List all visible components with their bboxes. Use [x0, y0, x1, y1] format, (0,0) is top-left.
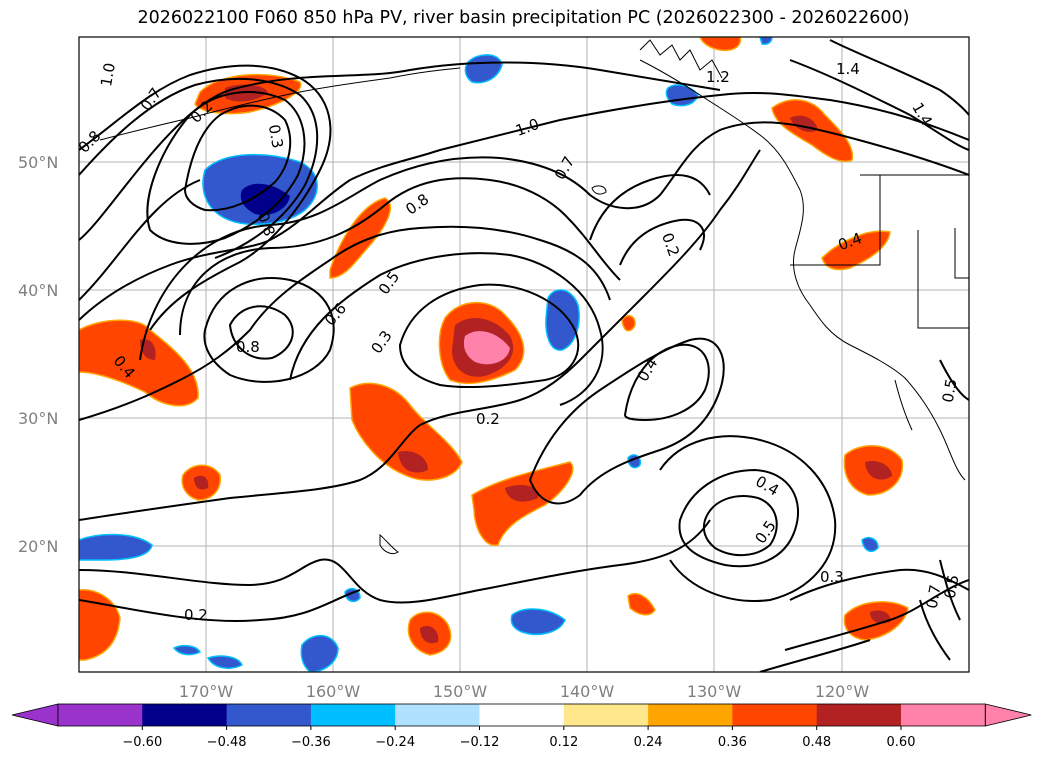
contour-label: 1.2: [706, 68, 730, 86]
contour-label: 0.2: [184, 606, 208, 624]
precip-positive: [79, 37, 909, 661]
colorbar-tick-label: 0.24: [634, 735, 663, 750]
colorbar-segment: [648, 704, 733, 726]
colorbar-segment: [901, 704, 986, 726]
colorbar-ticks: −0.60 −0.48 −0.36 −0.24 −0.12 0.12 0.24 0.36 0.4…: [122, 726, 915, 750]
contour-label: 0.5: [941, 573, 963, 600]
contour-label: 0.8: [236, 338, 260, 356]
lat-label: 20°N: [18, 537, 58, 556]
colorbar-segment: [816, 704, 902, 726]
contour-label: 1.4: [836, 60, 860, 78]
lon-label: 170°W: [179, 682, 234, 701]
contour-label: 0.3: [820, 568, 844, 586]
contour-label: 1.0: [97, 61, 119, 88]
lon-label: 160°W: [306, 682, 361, 701]
lon-label: 150°W: [433, 682, 488, 701]
colorbar-tick-label: −0.24: [375, 735, 415, 750]
colorbar-segment: [563, 704, 649, 726]
lon-label: 120°W: [815, 682, 870, 701]
precip-blob-west: [79, 319, 199, 407]
precip-blob-mid3: [471, 461, 574, 546]
longitude-labels: 170°W 160°W 150°W 140°W 130°W 120°W: [179, 682, 870, 701]
colorbar-segment: [310, 704, 396, 726]
contour-label: 0.2: [476, 410, 500, 428]
colorbar-tick-label: −0.48: [207, 735, 247, 750]
colorbar-tick-label: −0.36: [291, 735, 331, 750]
lat-label: 30°N: [18, 409, 58, 428]
colorbar-segment: [142, 704, 228, 726]
colorbar-tick-label: −0.12: [460, 735, 500, 750]
precip-blob-southwest: [79, 589, 121, 661]
colorbar-tick-label: 0.36: [718, 735, 747, 750]
lon-label: 140°W: [560, 682, 615, 701]
colorbar-extend-min: [11, 703, 59, 727]
lat-label: 40°N: [18, 281, 58, 300]
lon-label: 130°W: [687, 682, 742, 701]
colorbar-tick-label: 0.12: [549, 735, 578, 750]
colorbar-tick-label: 0.60: [887, 735, 916, 750]
coastlines: [99, 39, 969, 555]
precip-blob-mid2: [349, 382, 463, 481]
pv-contours: [79, 39, 969, 672]
colorbar-segment: [395, 704, 480, 726]
contour-label: 0.5: [939, 377, 961, 404]
latitude-labels: 50°N 40°N 30°N 20°N: [18, 153, 58, 556]
colorbar-tick-label: −0.60: [122, 735, 162, 750]
colorbar-tick-label: 0.48: [802, 735, 831, 750]
chart-title: 2026022100 F060 850 hPa PV, river basin …: [137, 8, 910, 28]
colorbar-segment: [479, 704, 565, 726]
contour-label: 0.7: [923, 583, 945, 610]
map-border: [78, 36, 970, 673]
colorbar-segment: [732, 704, 818, 726]
colorbar-segment: [58, 704, 143, 726]
lat-label: 50°N: [18, 153, 58, 172]
colorbar-border: [57, 703, 986, 727]
colorbar-extend-max: [984, 703, 1032, 727]
colorbar: [11, 703, 1032, 727]
colorbar-segment: [226, 704, 312, 726]
contour-label: 0.3: [265, 123, 287, 150]
